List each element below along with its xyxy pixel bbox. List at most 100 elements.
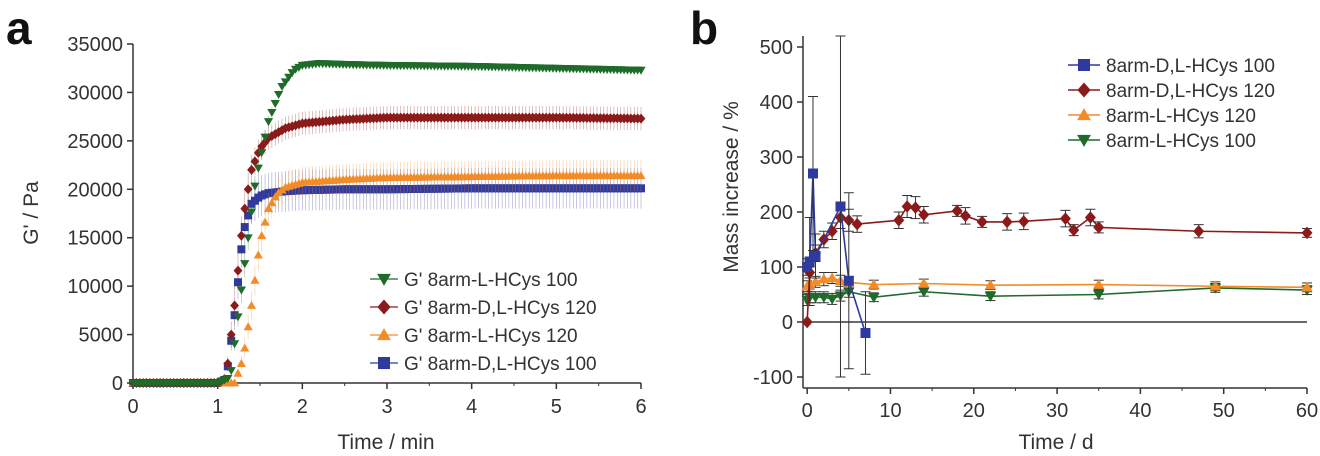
data-point [893,214,905,227]
data-point [244,211,253,220]
data-point [233,278,242,287]
data-point [260,133,270,142]
x-tick-label: 1 [212,396,223,418]
data-point [230,300,239,311]
data-point [918,208,930,221]
x-tick-label: 2 [297,396,308,418]
data-point [233,313,243,322]
y-tick-label: 0 [112,373,123,395]
data-point [233,265,243,276]
data-point [851,217,863,231]
data-point [236,230,246,241]
data-point [223,358,233,369]
panel-b-letter: b [690,2,718,54]
data-point [236,286,246,295]
data-point [226,367,236,376]
panel-b: b Time / d Mass increase / % 0 10 20 30 40 50… [690,2,1318,454]
data-point [868,293,880,303]
y-tick-label: 400 [760,92,793,114]
data-point [984,279,997,290]
x-tick-label: 10 [879,400,901,422]
x-tick-label: 5 [551,396,562,418]
y-tick-label: 300 [760,147,793,169]
data-point [243,234,253,243]
data-point [802,262,813,272]
panel-b-legend-label-3: 8arm-L-HCys 120 [1106,106,1256,127]
legend-marker [1077,108,1091,121]
data-point [250,182,260,191]
data-point [976,215,988,229]
panel-b-ylabel: Mass increase / % [720,101,743,273]
data-point [809,276,822,287]
panel-a-legend-label-4: G' 8arm-D,L-HCys 100 [404,354,597,375]
y-tick-label: 30000 [67,82,123,104]
x-tick-label: 6 [635,396,646,418]
data-point [804,256,815,267]
data-point [984,291,997,302]
legend-marker [1078,59,1090,71]
legend-marker [377,299,391,315]
data-point [267,198,277,207]
data-point [636,171,646,180]
data-point [809,293,822,303]
panel-b-plot: 0 10 20 30 40 50 60 -100 0 100 200 300 400 500 [753,35,1318,422]
x-tick-label: 20 [963,400,985,422]
data-point [951,204,963,218]
data-point [918,277,930,288]
y-tick-label: 5000 [79,325,124,347]
y-tick-label: 100 [760,257,793,279]
data-point [257,231,267,240]
data-point [240,260,250,269]
data-point [1018,215,1030,228]
data-point [280,78,290,87]
data-point [253,164,263,173]
data-point [277,83,287,92]
series-line [806,277,1308,289]
data-point [1084,211,1096,224]
panel-a: a Time / min G' / Pa 0 1 2 3 4 5 6 0 5000 10000 15… [6,2,647,454]
legend-marker [378,357,390,369]
panel-a-xlabel: Time / min [337,431,434,454]
data-point [868,278,880,289]
series-line [806,205,1308,323]
series-0 [802,35,871,378]
data-point [284,73,294,82]
data-point [243,322,253,331]
data-point [240,203,250,214]
panel-b-xlabel: Time / d [1018,431,1093,454]
series-line [806,287,1308,301]
data-point [226,329,236,340]
data-point [250,156,260,167]
panel-b-legend-label-2: 8arm-D,L-HCys 120 [1106,81,1275,102]
data-point [636,66,646,75]
data-point [257,149,267,158]
data-point [236,359,246,368]
data-point [636,113,646,124]
x-tick-label: 60 [1296,400,1318,422]
x-tick-label: 50 [1213,400,1235,422]
panel-a-legend-label-1: G' 8arm-L-HCys 100 [404,270,578,291]
series-0 [128,59,646,388]
data-point [1209,280,1222,291]
data-point [909,201,921,214]
data-point [901,200,913,213]
legend-marker [1077,134,1091,147]
panel-a-letter: a [6,2,32,54]
y-tick-label: 10000 [67,276,123,298]
panel-a-legend-label-3: G' 8arm-L-HCys 120 [404,326,578,347]
y-tick-label: 200 [760,202,793,224]
data-point [233,368,243,377]
data-point [826,294,838,305]
data-point [835,201,846,212]
panel-a-plot: 0 1 2 3 4 5 6 0 5000 10000 15000 20000 25000 30000 350… [67,34,646,418]
data-point [818,293,830,303]
data-point [807,168,818,179]
y-tick-label: 500 [760,37,793,59]
data-point [267,131,277,142]
data-point [1059,212,1071,225]
data-point [959,209,971,223]
series-2 [801,272,1313,293]
data-point [1068,223,1080,237]
